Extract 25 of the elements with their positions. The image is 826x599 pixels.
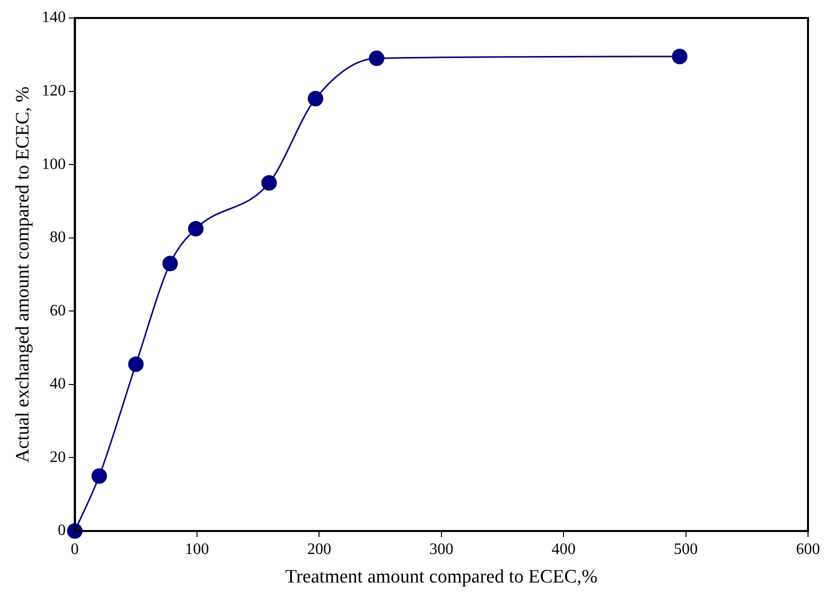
point (162, 256, 178, 272)
x-tick-label: 400 (552, 540, 576, 558)
point (308, 90, 324, 106)
point (261, 175, 277, 191)
point (672, 48, 688, 64)
x-tick-label: 0 (70, 540, 79, 558)
point (128, 356, 144, 372)
y-tick-label: 80 (50, 229, 66, 246)
y-tick-label: 140 (42, 9, 66, 26)
y-tick-label: 60 (50, 302, 66, 320)
y-tick-label: 0 (58, 522, 66, 540)
x-tick-label: 300 (429, 540, 454, 558)
y-axis-title: Actual exchanged amount compared to ECEC, % (12, 86, 34, 463)
point (368, 50, 384, 66)
y-tick-label: 40 (50, 376, 66, 393)
x-axis-title: Treatment amount compared to ECEC,% (285, 566, 598, 588)
y-tick-label: 100 (42, 156, 66, 173)
y-tick-label: 120 (42, 82, 66, 100)
x-tick-label: 100 (185, 540, 209, 558)
point (91, 468, 107, 484)
x-tick-label: 600 (796, 540, 820, 558)
y-tick-label: 20 (50, 448, 66, 466)
point (188, 220, 204, 236)
x-tick-label: 200 (307, 540, 332, 558)
x-tick-label: 500 (674, 540, 698, 558)
